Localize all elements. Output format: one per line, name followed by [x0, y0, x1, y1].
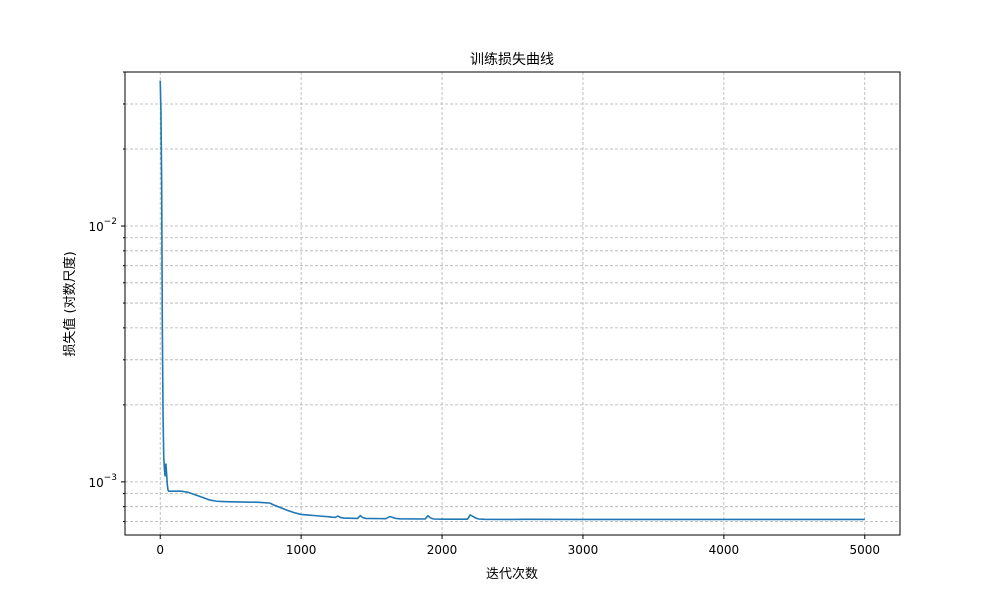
grid-layer — [125, 71, 900, 535]
y-axis-label: 损失值 (对数尺度) — [62, 251, 78, 356]
plot-frame — [124, 71, 901, 536]
y-tick-label-base: 10 — [88, 220, 103, 234]
y-tick-label: 10−3 — [88, 473, 117, 490]
x-tick-label: 1000 — [286, 543, 317, 557]
x-tick-label: 3000 — [568, 543, 599, 557]
y-tick-label-base: 10 — [88, 476, 103, 490]
y-tick-label: 10−2 — [88, 217, 117, 234]
x-tick-label: 0 — [156, 543, 164, 557]
chart-title: 训练损失曲线 — [470, 52, 554, 68]
y-tick-label-exponent: −2 — [104, 217, 117, 227]
y-tick-label-exponent: −3 — [104, 473, 117, 483]
x-axis-label: 迭代次数 — [486, 566, 538, 582]
x-tick-label: 4000 — [709, 543, 740, 557]
x-tick-label: 2000 — [427, 543, 458, 557]
x-tick-label: 5000 — [849, 543, 880, 557]
series-line-loss — [159, 80, 865, 521]
